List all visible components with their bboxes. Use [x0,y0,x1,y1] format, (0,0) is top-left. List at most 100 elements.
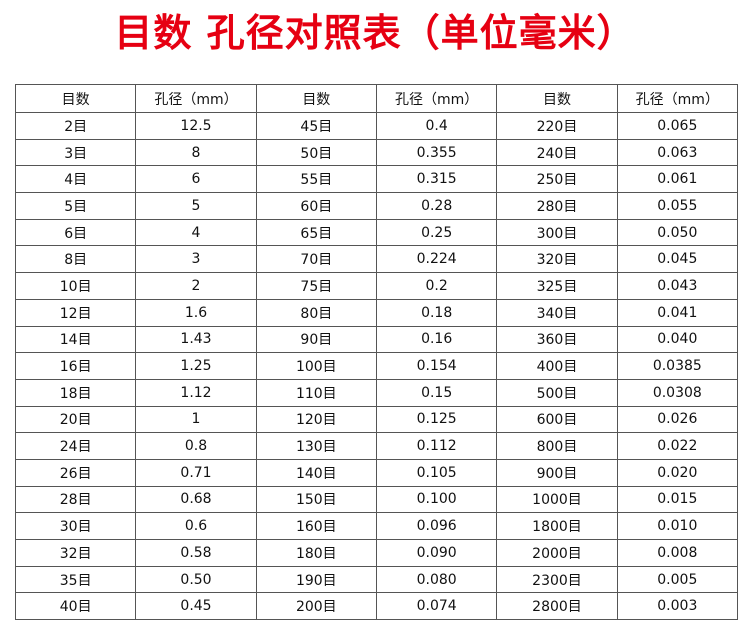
aperture-cell: 1.43 [135,325,257,354]
table-row: 40目 0.45 200目 0.074 2800目 0.003 [14,592,739,621]
table-row: 16目 1.25 100目 0.154 400目 0.0385 [14,352,739,380]
mesh-cell: 250目 [496,165,618,194]
mesh-cell: 1800目 [496,512,618,540]
aperture-cell: 0.022 [616,432,739,460]
mesh-cell: 3目 [14,138,137,167]
table-row: 18目 1.12 110目 0.15 500目 0.0308 [14,378,739,407]
header-row: 目数 孔径（mm） 目数 孔径（mm） 目数 孔径（mm） [14,84,739,113]
aperture-cell: 1.25 [135,352,257,380]
aperture-cell: 0.043 [616,272,739,300]
mesh-cell: 130目 [255,432,377,460]
aperture-cell: 2 [135,272,257,300]
table-row: 12目 1.6 80目 0.18 340目 0.041 [14,298,739,327]
mesh-cell: 75目 [255,272,377,300]
aperture-cell: 0.25 [375,218,498,247]
mesh-cell: 110目 [255,378,377,407]
header-mesh: 目数 [255,84,377,113]
aperture-cell: 3 [135,245,257,274]
aperture-cell: 0.096 [375,512,498,540]
mesh-cell: 320目 [496,245,618,274]
mesh-cell: 28目 [14,485,137,514]
mesh-cell: 400目 [496,352,618,380]
mesh-cell: 14目 [14,325,137,354]
mesh-aperture-table: 目数 孔径（mm） 目数 孔径（mm） 目数 孔径（mm） 2目 12.5 45目 0.4 220… [14,84,739,621]
mesh-cell: 280目 [496,192,618,220]
mesh-cell: 65目 [255,218,377,247]
aperture-cell: 0.224 [375,245,498,274]
mesh-cell: 80目 [255,298,377,327]
table-row: 32目 0.58 180目 0.090 2000目 0.008 [14,539,739,567]
aperture-cell: 0.055 [616,192,739,220]
aperture-cell: 0.003 [616,592,739,621]
table-row: 35目 0.50 190目 0.080 2300目 0.005 [14,565,739,594]
aperture-cell: 5 [135,192,257,220]
mesh-cell: 12目 [14,298,137,327]
mesh-cell: 160目 [255,512,377,540]
header-mesh: 目数 [14,84,137,113]
mesh-cell: 220目 [496,112,618,140]
mesh-cell: 360目 [496,325,618,354]
mesh-cell: 500目 [496,378,618,407]
mesh-cell: 120目 [255,405,377,434]
aperture-cell: 0.125 [375,405,498,434]
aperture-cell: 0.090 [375,539,498,567]
aperture-cell: 0.315 [375,165,498,194]
aperture-cell: 1.12 [135,378,257,407]
aperture-cell: 0.010 [616,512,739,540]
aperture-cell: 6 [135,165,257,194]
aperture-cell: 0.58 [135,539,257,567]
aperture-cell: 0.2 [375,272,498,300]
table-row: 2目 12.5 45目 0.4 220目 0.065 [14,112,739,140]
aperture-cell: 0.50 [135,565,257,594]
mesh-cell: 16目 [14,352,137,380]
table-row: 3目 8 50目 0.355 240目 0.063 [14,138,739,167]
mesh-cell: 190目 [255,565,377,594]
header-aperture: 孔径（mm） [616,84,739,113]
mesh-cell: 55目 [255,165,377,194]
aperture-cell: 0.015 [616,485,739,514]
aperture-cell: 0.8 [135,432,257,460]
aperture-cell: 0.4 [375,112,498,140]
table-row: 4目 6 55目 0.315 250目 0.061 [14,165,739,194]
aperture-cell: 8 [135,138,257,167]
aperture-cell: 0.008 [616,539,739,567]
table-row: 24目 0.8 130目 0.112 800目 0.022 [14,432,739,460]
aperture-cell: 1 [135,405,257,434]
aperture-cell: 0.074 [375,592,498,621]
mesh-cell: 240目 [496,138,618,167]
aperture-cell: 0.71 [135,458,257,487]
mesh-cell: 18目 [14,378,137,407]
aperture-cell: 0.28 [375,192,498,220]
mesh-cell: 30目 [14,512,137,540]
aperture-cell: 0.0308 [616,378,739,407]
table-row: 28目 0.68 150目 0.100 1000目 0.015 [14,485,739,514]
aperture-cell: 0.0385 [616,352,739,380]
mesh-cell: 325目 [496,272,618,300]
table-row: 8目 3 70目 0.224 320目 0.045 [14,245,739,274]
table-row: 26目 0.71 140目 0.105 900目 0.020 [14,458,739,487]
mesh-cell: 100目 [255,352,377,380]
page-title: 目数 孔径对照表（单位毫米） [114,11,636,55]
mesh-cell: 6目 [14,218,137,247]
mesh-cell: 20目 [14,405,137,434]
mesh-cell: 600目 [496,405,618,434]
table-row: 6目 4 65目 0.25 300目 0.050 [14,218,739,247]
mesh-cell: 4目 [14,165,137,194]
aperture-cell: 1.6 [135,298,257,327]
mesh-cell: 140目 [255,458,377,487]
mesh-cell: 2800目 [496,592,618,621]
aperture-cell: 0.18 [375,298,498,327]
mesh-cell: 35目 [14,565,137,594]
mesh-cell: 2目 [14,112,137,140]
mesh-cell: 90目 [255,325,377,354]
mesh-cell: 40目 [14,592,137,621]
table-row: 30目 0.6 160目 0.096 1800目 0.010 [14,512,739,540]
aperture-cell: 0.6 [135,512,257,540]
aperture-cell: 0.355 [375,138,498,167]
mesh-cell: 340目 [496,298,618,327]
mesh-cell: 150目 [255,485,377,514]
mesh-cell: 26目 [14,458,137,487]
aperture-cell: 0.15 [375,378,498,407]
aperture-cell: 0.100 [375,485,498,514]
aperture-cell: 0.041 [616,298,739,327]
